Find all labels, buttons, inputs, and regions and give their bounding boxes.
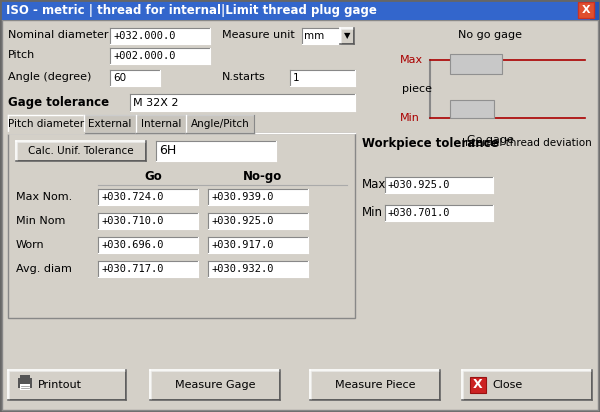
Bar: [156, 141, 276, 161]
Bar: [385, 177, 493, 193]
Bar: [302, 28, 340, 44]
Bar: [18, 378, 32, 388]
Bar: [290, 70, 355, 86]
Bar: [98, 189, 198, 205]
Bar: [8, 115, 84, 133]
Bar: [98, 237, 198, 253]
Text: Measure unit: Measure unit: [222, 30, 295, 40]
Text: +002.000.0: +002.000.0: [113, 51, 176, 61]
Text: +030.925.0: +030.925.0: [211, 216, 274, 226]
Bar: [578, 2, 594, 18]
Text: Workpiece tolerancе: Workpiece tolerancе: [362, 136, 499, 150]
Bar: [20, 375, 30, 380]
Text: +030.925.0: +030.925.0: [388, 180, 451, 190]
Text: +030.701.0: +030.701.0: [388, 208, 451, 218]
Bar: [16, 141, 146, 161]
Text: piece: piece: [402, 84, 432, 94]
Text: Min Nom: Min Nom: [16, 216, 65, 226]
Text: X: X: [581, 5, 590, 15]
Bar: [340, 28, 354, 44]
Text: Angle/Pitch: Angle/Pitch: [191, 119, 250, 129]
Bar: [208, 261, 308, 277]
Text: ISO - metric | thread for internal|Limit thread plug gage: ISO - metric | thread for internal|Limit…: [6, 3, 377, 16]
Text: ▼: ▼: [344, 31, 350, 40]
Text: X: X: [473, 379, 483, 391]
Text: Min: Min: [362, 206, 383, 218]
Bar: [98, 261, 198, 277]
Text: +030.939.0: +030.939.0: [211, 192, 274, 202]
Text: Go gage: Go gage: [467, 135, 514, 145]
Bar: [450, 100, 494, 118]
Bar: [8, 133, 355, 318]
Text: Internal: Internal: [141, 119, 181, 129]
Text: +030.696.0: +030.696.0: [101, 240, 163, 250]
Text: +032.000.0: +032.000.0: [113, 31, 176, 41]
Text: Max: Max: [362, 178, 386, 190]
Bar: [150, 370, 280, 400]
Text: +030.710.0: +030.710.0: [101, 216, 163, 226]
Text: Go: Go: [144, 169, 162, 183]
Text: Pitch: Pitch: [8, 50, 35, 60]
Bar: [208, 189, 308, 205]
Bar: [0, 0, 590, 20]
Text: +030.932.0: +030.932.0: [211, 264, 274, 274]
Bar: [450, 54, 502, 74]
Bar: [462, 370, 592, 400]
Bar: [385, 205, 493, 221]
Text: +030.717.0: +030.717.0: [101, 264, 163, 274]
Text: Close: Close: [492, 380, 522, 390]
Text: N.starts: N.starts: [222, 72, 266, 82]
Text: 60: 60: [113, 73, 126, 83]
Text: Internal thread deviation: Internal thread deviation: [462, 138, 592, 148]
Text: Avg. diam: Avg. diam: [16, 264, 72, 274]
Bar: [470, 377, 486, 393]
Bar: [310, 370, 440, 400]
Bar: [208, 213, 308, 229]
Text: Measure Gage: Measure Gage: [175, 380, 255, 390]
Text: Worn: Worn: [16, 240, 44, 250]
Text: Measure Piece: Measure Piece: [335, 380, 415, 390]
Bar: [186, 115, 254, 133]
Text: Max: Max: [400, 55, 423, 65]
Text: Pitch diameter: Pitch diameter: [8, 119, 84, 129]
Bar: [208, 237, 308, 253]
Bar: [110, 48, 210, 64]
Text: 6H: 6H: [159, 145, 176, 157]
Text: mm: mm: [304, 31, 324, 41]
Text: External: External: [88, 119, 131, 129]
Text: Min: Min: [400, 113, 420, 123]
Bar: [8, 370, 126, 400]
Text: Printout: Printout: [38, 380, 82, 390]
Bar: [136, 115, 186, 133]
Text: Gage tolerance: Gage tolerance: [8, 96, 109, 108]
Text: Calc. Unif. Tolerance: Calc. Unif. Tolerance: [28, 146, 134, 156]
Text: Max Nom.: Max Nom.: [16, 192, 72, 202]
Bar: [84, 115, 136, 133]
Bar: [20, 384, 30, 390]
Text: +030.917.0: +030.917.0: [211, 240, 274, 250]
Text: No go gage: No go gage: [458, 30, 522, 40]
Text: No-go: No-go: [244, 169, 283, 183]
Bar: [98, 213, 198, 229]
Bar: [110, 70, 160, 86]
Text: M 32X 2: M 32X 2: [133, 98, 179, 108]
Bar: [110, 28, 210, 44]
Text: +030.724.0: +030.724.0: [101, 192, 163, 202]
Text: 1: 1: [293, 73, 299, 83]
Text: Angle (degree): Angle (degree): [8, 72, 91, 82]
Bar: [130, 94, 355, 111]
Bar: [0, 0, 600, 20]
Text: Nominal diameter: Nominal diameter: [8, 30, 109, 40]
